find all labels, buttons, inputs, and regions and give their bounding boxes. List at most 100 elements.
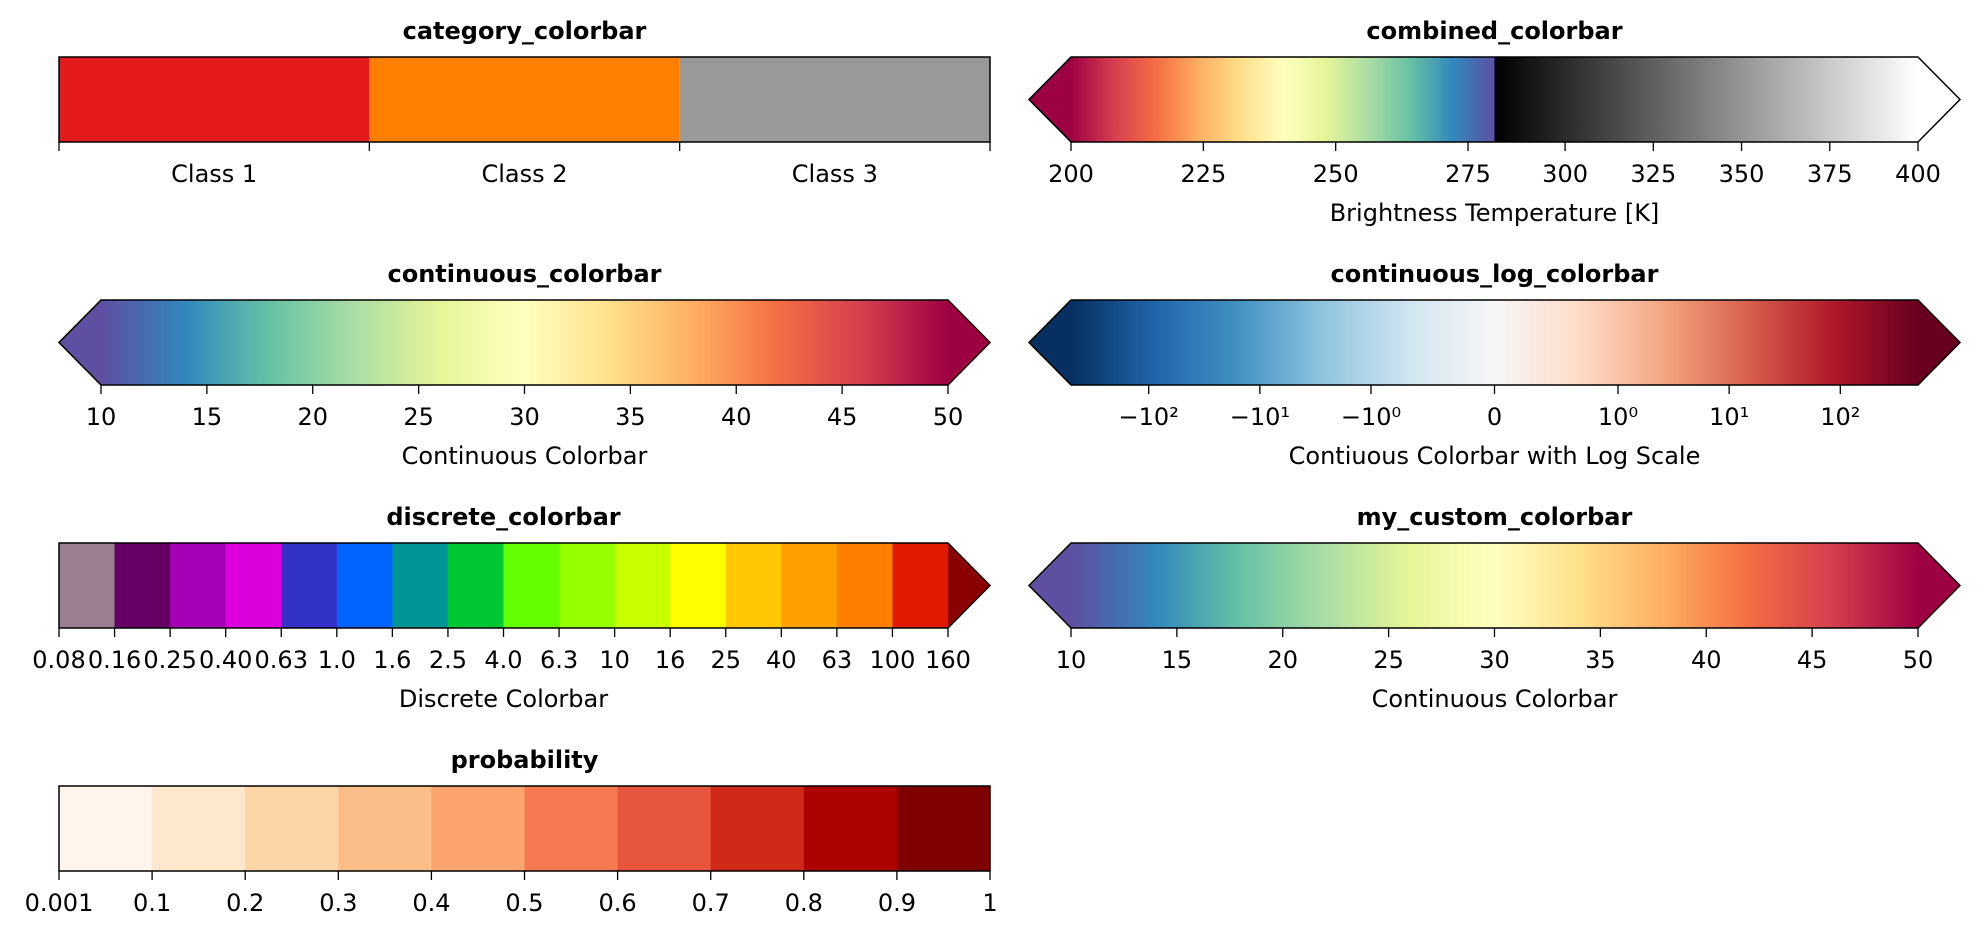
color-block <box>59 786 153 871</box>
tick-label: 400 <box>1895 160 1941 188</box>
tick-label: 40 <box>721 403 752 431</box>
extend-max <box>948 543 990 628</box>
colorbar-title: discrete_colorbar <box>386 503 620 531</box>
tick-label: Class 3 <box>792 160 878 188</box>
tick-label: 1 <box>982 889 997 917</box>
tick-label: 40 <box>1691 646 1722 674</box>
axis-label: Discrete Colorbar <box>399 685 608 713</box>
color-block <box>59 57 370 142</box>
color-block <box>170 543 227 628</box>
tick-label: 10⁰ <box>1598 403 1638 431</box>
color-block <box>781 543 838 628</box>
tick-label: 16 <box>655 646 686 674</box>
color-block <box>503 543 560 628</box>
color-block <box>152 786 246 871</box>
colorbar-title: continuous_log_colorbar <box>1331 260 1659 288</box>
tick-label: 15 <box>1162 646 1193 674</box>
tick-label: 0.001 <box>25 889 94 917</box>
color-block <box>617 786 712 871</box>
tick-label: 10¹ <box>1709 403 1749 431</box>
tick-label: 45 <box>1797 646 1828 674</box>
gradient-bar <box>1071 300 1918 385</box>
tick-label: 0.2 <box>226 889 264 917</box>
extend-max <box>1918 543 1960 628</box>
tick-label: −10¹ <box>1230 403 1290 431</box>
colorbar-title: category_colorbar <box>403 17 647 45</box>
tick-label: 0.63 <box>255 646 308 674</box>
extend-min <box>1029 543 1071 628</box>
extend-max <box>1918 57 1960 142</box>
tick-label: 160 <box>925 646 971 674</box>
axis-label: Contiuous Colorbar with Log Scale <box>1289 442 1701 470</box>
color-block <box>392 543 449 628</box>
tick-label: 1.0 <box>318 646 356 674</box>
colorbar-title: continuous_colorbar <box>387 260 661 288</box>
tick-label: 10 <box>1056 646 1087 674</box>
tick-label: 0.16 <box>88 646 141 674</box>
tick-label: 25 <box>1373 646 1404 674</box>
color-block <box>431 786 525 871</box>
tick-label: 6.3 <box>540 646 578 674</box>
tick-label: 4.0 <box>484 646 522 674</box>
color-block <box>447 543 504 628</box>
color-block <box>679 57 990 142</box>
tick-label: 0.9 <box>878 889 916 917</box>
color-block <box>836 543 893 628</box>
color-block <box>710 786 805 871</box>
tick-label: 10 <box>86 403 117 431</box>
gradient-bar <box>1071 543 1918 628</box>
tick-label: 20 <box>297 403 328 431</box>
color-block <box>225 543 282 628</box>
tick-label: 20 <box>1267 646 1298 674</box>
tick-label: 325 <box>1630 160 1676 188</box>
tick-label: 275 <box>1445 160 1491 188</box>
axis-label: Brightness Temperature [K] <box>1330 199 1660 227</box>
tick-label: −10² <box>1119 403 1179 431</box>
tick-label: 63 <box>822 646 853 674</box>
color-block <box>725 543 782 628</box>
tick-label: 0.25 <box>143 646 196 674</box>
gradient-segment <box>1494 57 1919 142</box>
extend-max <box>1918 300 1960 385</box>
tick-label: 375 <box>1807 160 1853 188</box>
tick-label: −10⁰ <box>1341 403 1401 431</box>
tick-label: 350 <box>1719 160 1765 188</box>
color-block <box>338 786 432 871</box>
colorbar-title: probability <box>451 746 599 774</box>
tick-label: 0.4 <box>412 889 450 917</box>
color-block <box>559 543 616 628</box>
tick-label: 100 <box>870 646 916 674</box>
extend-min <box>59 300 101 385</box>
tick-label: 45 <box>827 403 858 431</box>
color-block <box>245 786 339 871</box>
tick-label: 225 <box>1180 160 1226 188</box>
color-block <box>614 543 671 628</box>
tick-label: 40 <box>766 646 797 674</box>
tick-label: 30 <box>1479 646 1510 674</box>
tick-label: 30 <box>509 403 540 431</box>
tick-label: 2.5 <box>429 646 467 674</box>
gradient-segment <box>1071 57 1495 142</box>
color-block <box>336 543 393 628</box>
axis-label: Continuous Colorbar <box>1372 685 1618 713</box>
tick-label: 0.1 <box>133 889 171 917</box>
tick-label: 0.3 <box>319 889 357 917</box>
tick-label: Class 2 <box>481 160 567 188</box>
axis-label: Continuous Colorbar <box>402 442 648 470</box>
tick-label: 35 <box>1585 646 1616 674</box>
tick-label: 10 <box>599 646 630 674</box>
tick-label: 0.8 <box>785 889 823 917</box>
tick-label: 0.40 <box>199 646 252 674</box>
tick-label: 0.08 <box>32 646 85 674</box>
outline <box>1027 299 1962 386</box>
tick-label: 50 <box>933 403 964 431</box>
tick-label: 10² <box>1820 403 1860 431</box>
color-block <box>114 543 171 628</box>
tick-label: 250 <box>1313 160 1359 188</box>
extend-min <box>1029 57 1071 142</box>
tick-label: 0.6 <box>599 889 637 917</box>
colorbar-title: combined_colorbar <box>1366 17 1622 45</box>
color-block <box>892 543 949 628</box>
tick-label: 50 <box>1903 646 1934 674</box>
